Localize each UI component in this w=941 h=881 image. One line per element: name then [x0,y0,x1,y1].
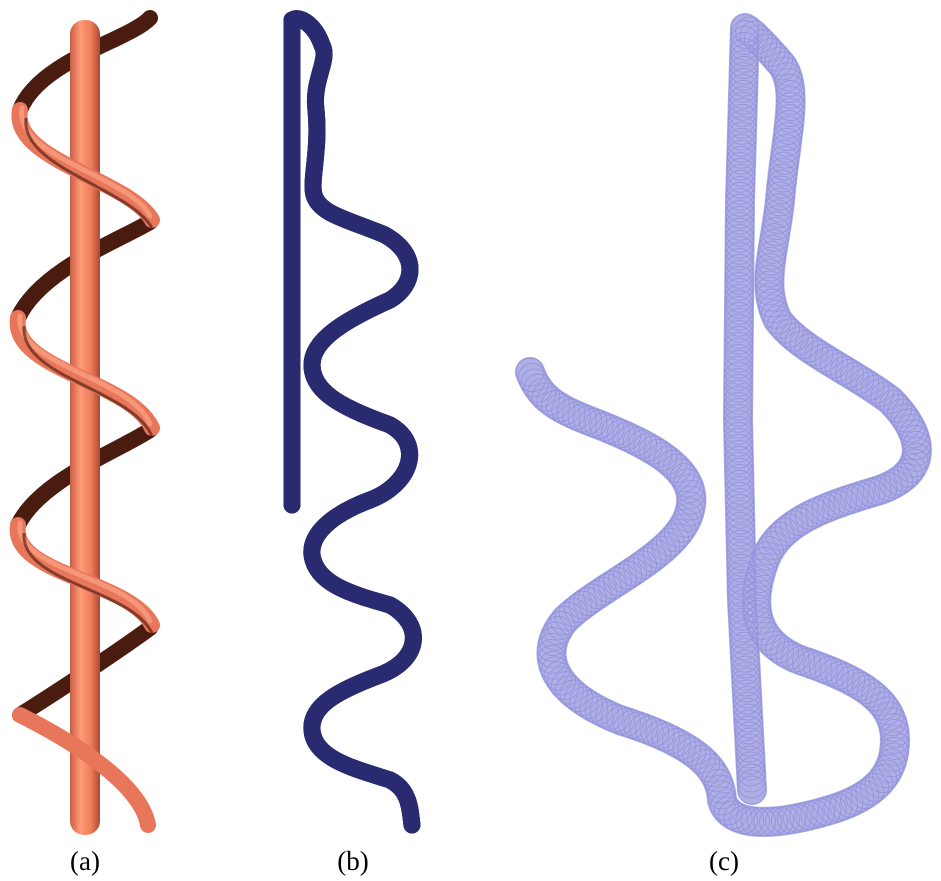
caption-a: (a) [70,846,100,876]
caption-b: (b) [337,846,369,876]
panel-c-illustration [515,13,931,836]
panel-a-illustration [9,10,160,835]
vertical-rod [70,20,100,835]
caption-c: (c) [709,846,739,876]
centerline [530,28,917,822]
panel-b-illustration [283,19,413,834]
helix-shadow-edge [22,117,154,634]
tube-centerline [292,19,413,825]
